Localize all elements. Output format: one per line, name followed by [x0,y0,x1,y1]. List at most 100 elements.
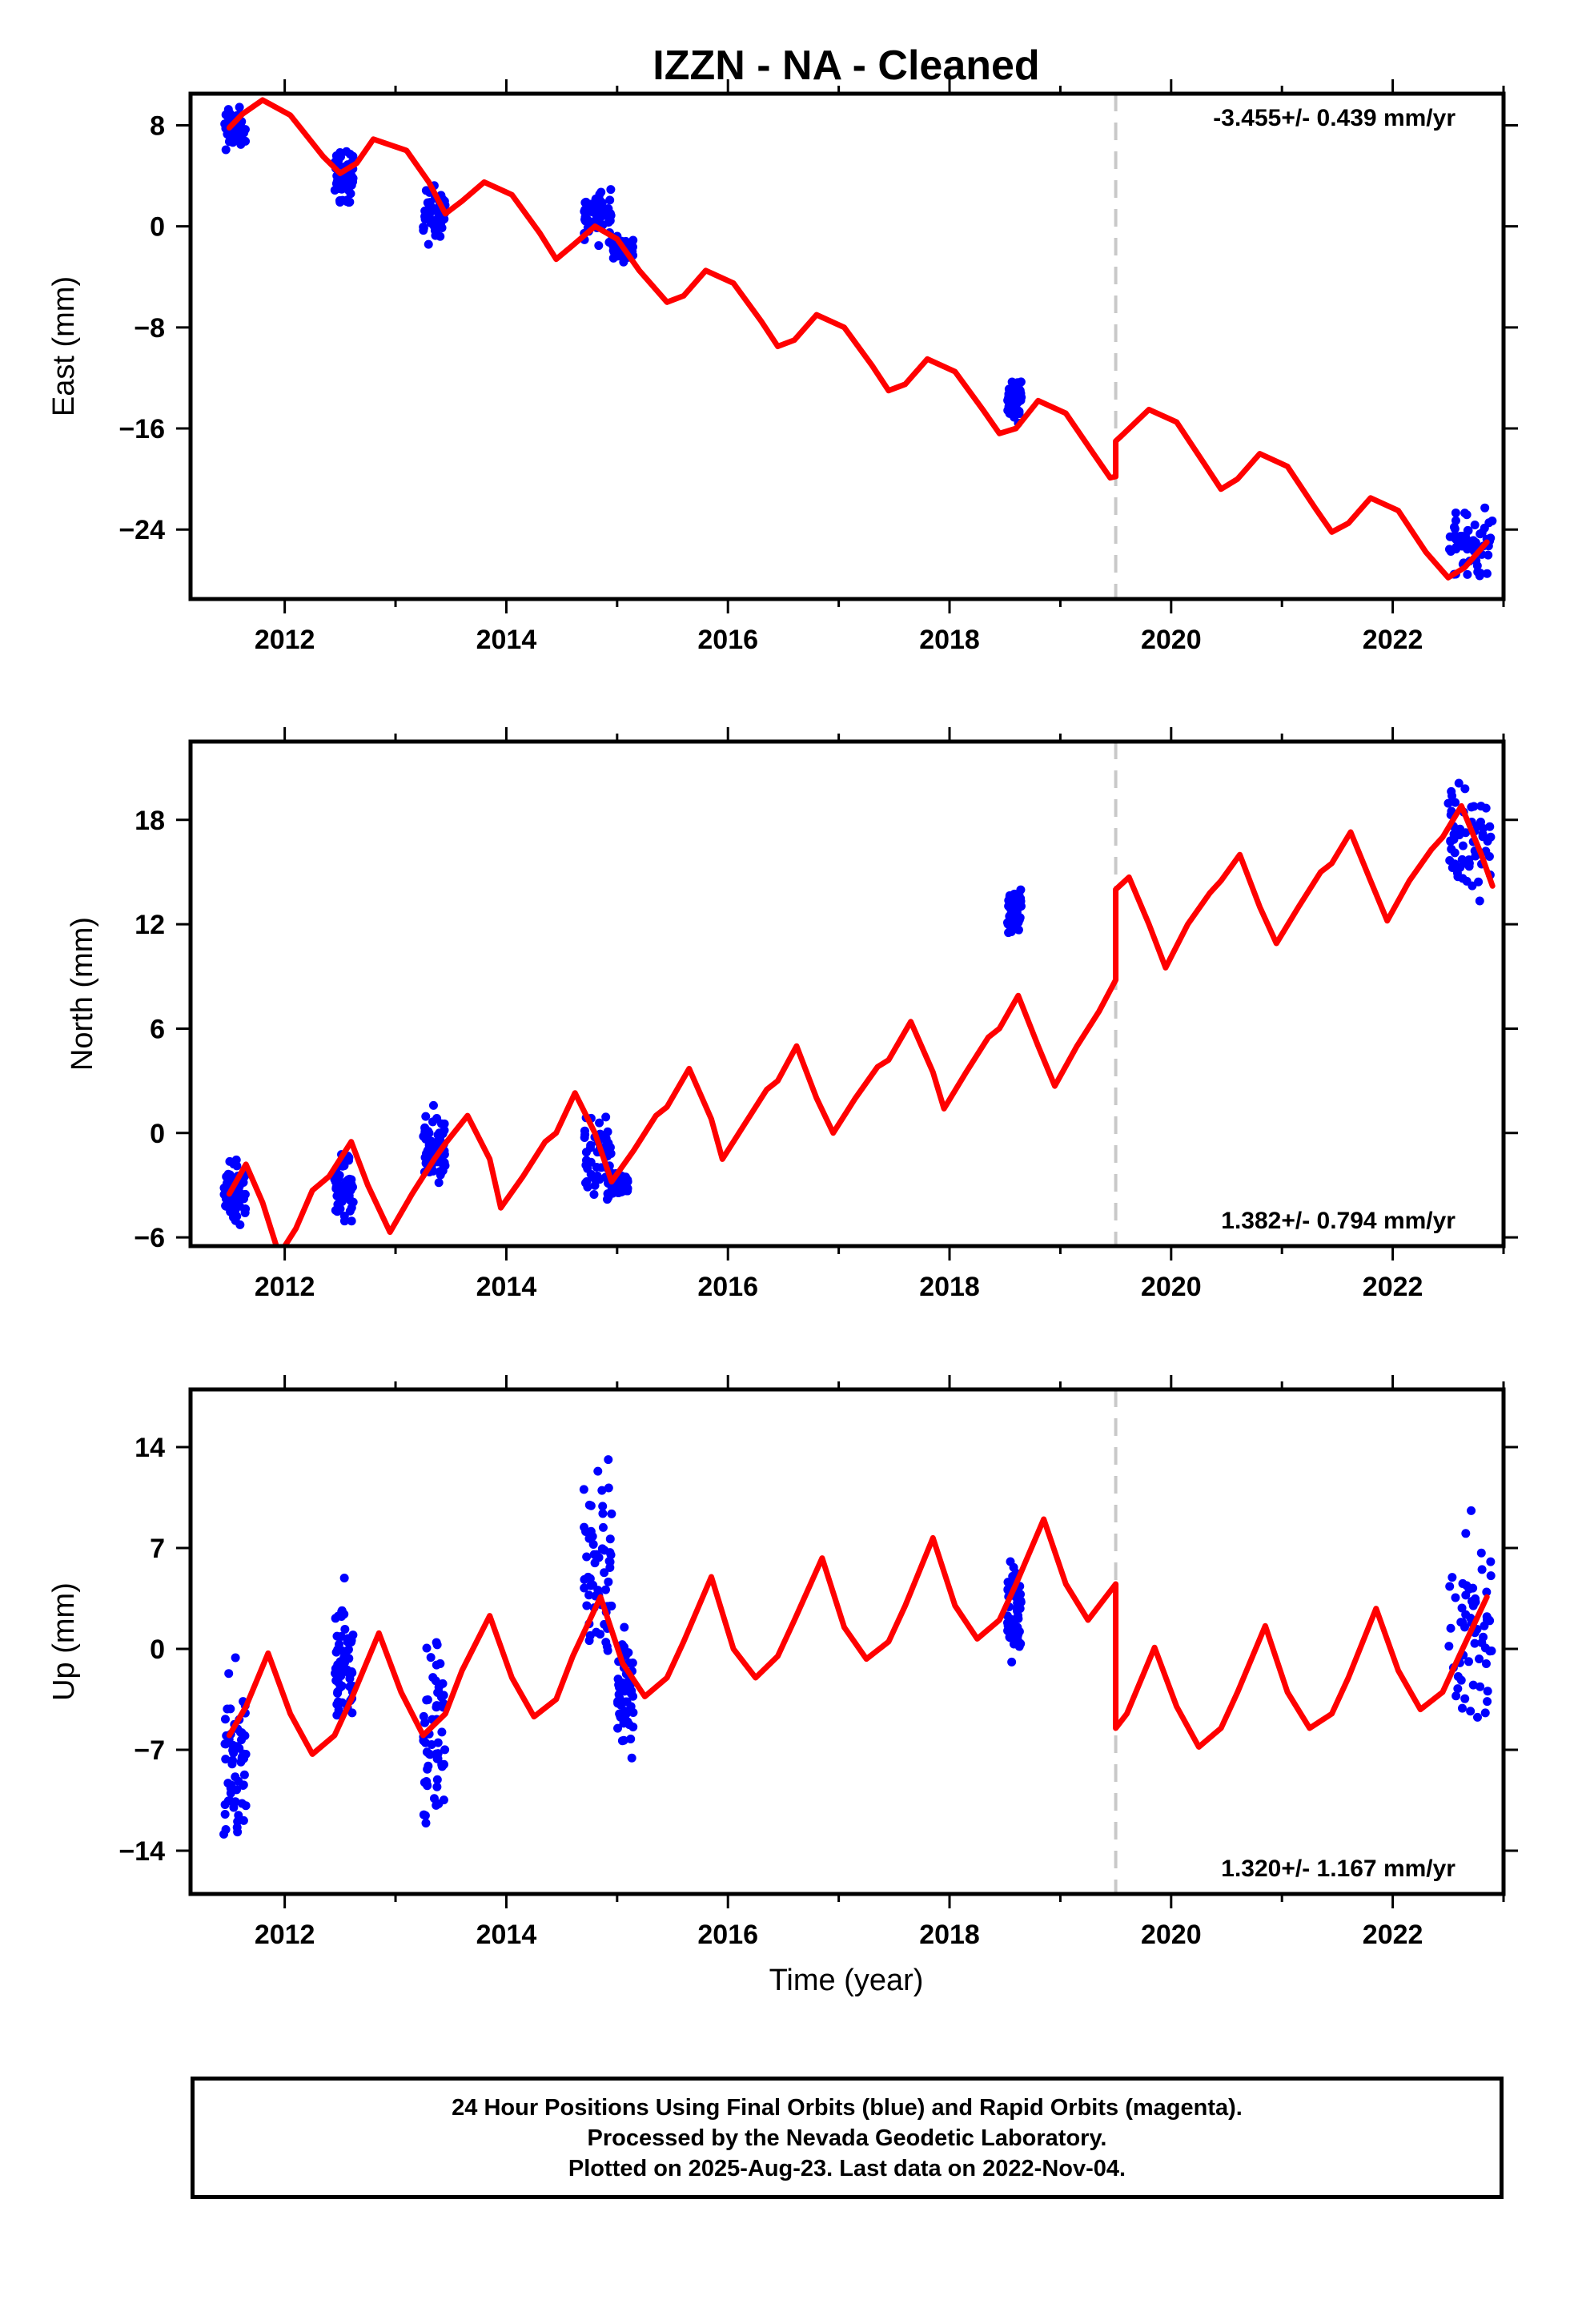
north-data-point [581,1160,591,1170]
up-data-point [1466,1707,1476,1716]
east-data-point [440,214,449,223]
east-data-point [427,215,436,225]
east-data-point [1004,389,1014,399]
north-data-point [1485,822,1495,831]
east-data-point [223,111,232,121]
footer-line-3: Plotted on 2025-Aug-23. Last data on 202… [568,2155,1126,2181]
panels: 2012 2014 2016 2018 2020 2022 8 0 −8 −16 −24 East (… [47,79,1518,1950]
east-data-point [232,128,242,138]
north-data-point [1467,802,1476,812]
north-data-point [428,1117,438,1127]
up-y-tick-label: 0 [150,1634,165,1665]
north-data-point [1447,791,1457,801]
north-data-point [601,1112,611,1122]
up-data-point [1013,1633,1022,1642]
north-data-point [347,1216,356,1226]
up-data-point [336,1671,346,1681]
up-data-point [221,1739,231,1749]
up-panel: 2012 2014 2016 2018 2020 2022 14 7 0 −7 −14 Up (mm)… [47,1375,1518,1950]
up-data-point [597,1544,607,1554]
up-data-point [1012,1606,1022,1616]
north-data-point [590,1180,600,1190]
north-data-point [332,1207,342,1216]
north-data-point [615,1176,624,1185]
up-data-point [219,1829,229,1839]
up-y-axis-label: Up (mm) [47,1582,81,1701]
east-y-axis-label: East (mm) [47,276,81,416]
footer-box: 24 Hour Positions Using Final Orbits (bl… [191,2077,1504,2199]
up-data-point [1457,1603,1467,1613]
north-data-point [1004,928,1014,938]
north-data-point [1458,874,1468,883]
east-y-tick-label: 8 [150,111,165,141]
east-data-point [605,195,615,205]
north-x-tick-label: 2022 [1363,1272,1423,1302]
up-data-point [1014,1642,1024,1651]
up-data-point [339,1664,348,1674]
up-data-point [624,1720,634,1730]
up-y-tick-label: −7 [134,1735,165,1766]
up-data-point [337,1681,347,1691]
up-data-point [627,1753,636,1763]
north-data-points [219,778,1496,1229]
north-y-tick-label: −6 [134,1223,165,1253]
east-data-point [345,149,355,159]
east-data-point [1450,531,1460,541]
east-y-tick-label: −16 [118,414,165,444]
up-data-point [224,1669,234,1679]
up-data-point [1472,1712,1482,1722]
up-data-point [426,1653,436,1663]
up-data-point [1486,1557,1496,1566]
up-data-point [239,1780,248,1790]
up-data-point [1477,1565,1487,1574]
up-data-point [1475,1654,1484,1663]
up-data-point [1466,1613,1476,1622]
north-data-point [434,1178,444,1188]
up-data-point [343,1645,353,1655]
north-data-point [339,1216,349,1226]
up-data-point [1006,1618,1015,1628]
east-data-point [235,103,244,112]
east-data-point [606,185,616,195]
up-data-point [605,1534,615,1544]
north-y-axis-label: North (mm) [66,917,99,1071]
east-data-point [241,136,251,146]
up-data-point [1468,1601,1478,1610]
north-model-curve [226,802,1496,1246]
north-data-point [1447,863,1457,873]
up-data-point [427,1740,436,1750]
east-data-point [338,195,347,205]
east-data-point [1004,405,1014,415]
up-data-point [598,1509,608,1518]
up-data-point [620,1622,629,1632]
up-data-point [1485,1647,1495,1656]
north-data-point [592,1162,601,1172]
north-data-point [1457,854,1467,864]
north-data-point [1478,832,1488,842]
north-data-point [595,1118,604,1128]
north-data-point [1476,817,1485,826]
up-data-point [1476,1548,1486,1558]
up-data-point [1479,1632,1488,1642]
up-data-point [227,1780,236,1790]
north-data-point [1474,877,1484,887]
east-data-point [436,231,445,241]
north-data-point [428,1100,438,1110]
up-data-point [1480,1708,1490,1718]
up-data-point [220,1799,230,1809]
up-data-point [1482,1612,1492,1622]
up-data-point [1007,1657,1017,1667]
up-data-point [223,1704,232,1714]
up-data-point [1476,1682,1485,1691]
up-data-point [226,1788,235,1798]
up-data-point [337,1606,347,1616]
east-data-point [1470,521,1480,530]
east-data-point [239,125,249,135]
east-data-point [1463,569,1472,579]
north-data-point [1451,798,1460,807]
up-data-point [419,1810,428,1819]
east-data-point [1010,412,1019,422]
east-data-point [1472,561,1482,570]
north-data-point [337,1194,347,1204]
up-y-tick-label: 14 [135,1433,165,1463]
